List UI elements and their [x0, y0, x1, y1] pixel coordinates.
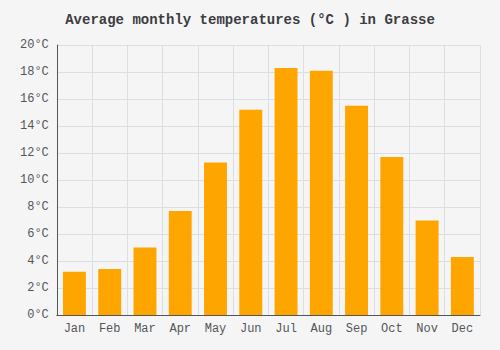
svg-text:2°C: 2°C: [27, 281, 49, 295]
svg-text:18°C: 18°C: [20, 65, 49, 79]
svg-text:Oct: Oct: [381, 322, 403, 336]
svg-text:Dec: Dec: [452, 322, 474, 336]
svg-text:Nov: Nov: [416, 322, 438, 336]
svg-text:10°C: 10°C: [20, 173, 49, 187]
svg-text:Jun: Jun: [240, 322, 262, 336]
svg-text:16°C: 16°C: [20, 92, 49, 106]
svg-text:14°C: 14°C: [20, 119, 49, 133]
svg-text:Average monthly temperatures (: Average monthly temperatures (°C ) in Gr…: [65, 12, 435, 28]
svg-text:Jan: Jan: [64, 322, 86, 336]
svg-text:Mar: Mar: [134, 322, 156, 336]
svg-text:8°C: 8°C: [27, 200, 49, 214]
svg-text:0°C: 0°C: [27, 308, 49, 322]
svg-text:May: May: [205, 322, 227, 336]
svg-text:Aug: Aug: [310, 322, 332, 336]
svg-text:6°C: 6°C: [27, 227, 49, 241]
svg-text:Sep: Sep: [346, 322, 368, 336]
svg-text:Apr: Apr: [169, 322, 191, 336]
svg-text:12°C: 12°C: [20, 146, 49, 160]
svg-text:4°C: 4°C: [27, 254, 49, 268]
svg-text:Feb: Feb: [99, 322, 121, 336]
svg-text:20°C: 20°C: [20, 38, 49, 52]
svg-text:Jul: Jul: [275, 322, 297, 336]
